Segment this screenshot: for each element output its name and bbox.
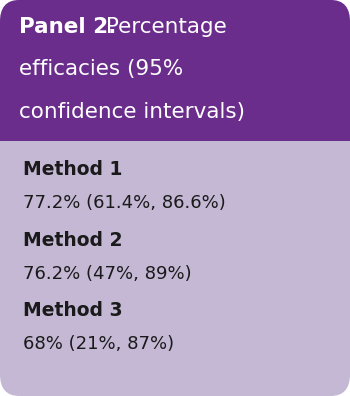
FancyBboxPatch shape: [0, 0, 350, 141]
Text: confidence intervals): confidence intervals): [19, 102, 245, 122]
Text: Method 2: Method 2: [23, 231, 122, 250]
Text: 76.2% (47%, 89%): 76.2% (47%, 89%): [23, 265, 191, 282]
Text: Method 1: Method 1: [23, 160, 122, 179]
Bar: [0, 105, 350, 141]
Text: Panel 2.: Panel 2.: [19, 17, 117, 37]
Text: Percentage: Percentage: [99, 17, 227, 37]
Text: Method 3: Method 3: [23, 301, 122, 320]
Text: efficacies (95%: efficacies (95%: [19, 59, 183, 80]
Text: 77.2% (61.4%, 86.6%): 77.2% (61.4%, 86.6%): [23, 194, 225, 212]
Text: 68% (21%, 87%): 68% (21%, 87%): [23, 335, 174, 353]
